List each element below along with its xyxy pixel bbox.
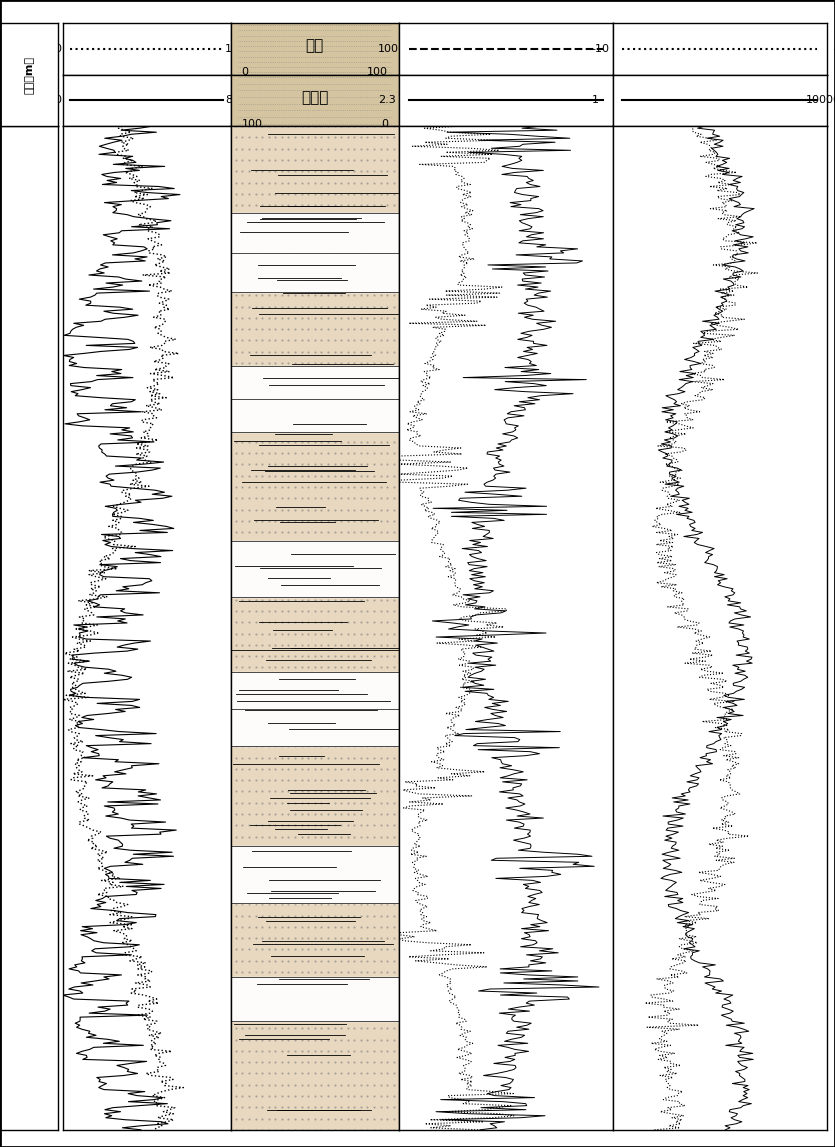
Text: 15: 15: [225, 44, 239, 54]
Text: 白云岩: 白云岩: [301, 89, 328, 104]
Text: 灰岩: 灰岩: [306, 38, 324, 53]
Text: 100: 100: [367, 68, 388, 77]
Text: 3: 3: [626, 95, 634, 106]
Text: 0: 0: [241, 68, 249, 77]
Text: -10: -10: [592, 44, 610, 54]
Text: 80: 80: [225, 95, 239, 106]
Text: 1: 1: [592, 95, 599, 106]
Text: 40: 40: [833, 44, 835, 54]
Text: 350: 350: [613, 44, 634, 54]
Text: 2.3: 2.3: [378, 95, 396, 106]
Text: 0: 0: [54, 95, 61, 106]
Text: 深度（m）: 深度（m）: [24, 55, 34, 94]
Text: 100000: 100000: [806, 95, 835, 106]
Text: 0: 0: [54, 44, 61, 54]
Text: 100: 100: [241, 119, 262, 128]
Text: 0: 0: [381, 119, 388, 128]
Text: 100: 100: [378, 44, 399, 54]
